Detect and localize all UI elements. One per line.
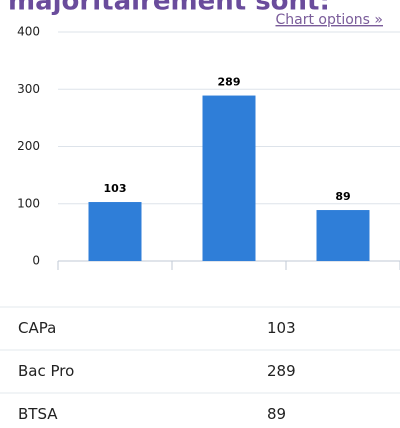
chart-options-link[interactable]: Chart options » [275, 12, 383, 28]
bar [88, 202, 142, 261]
y-tick-label: 0 [32, 254, 40, 268]
table-value: 103 [267, 319, 296, 337]
data-label: 289 [218, 76, 241, 89]
chart-title: majoritairement sont: [8, 0, 330, 17]
table-category: Bac Pro [18, 362, 74, 380]
y-tick-label: 100 [17, 196, 40, 210]
data-label: 89 [335, 190, 350, 203]
table-value: 89 [267, 405, 286, 423]
table-category: BTSA [18, 405, 58, 423]
y-tick-label: 200 [17, 139, 40, 153]
y-tick-label: 400 [17, 25, 40, 39]
y-tick-label: 300 [17, 82, 40, 96]
table-value: 289 [267, 362, 296, 380]
bar [316, 210, 370, 261]
data-label: 103 [104, 182, 127, 195]
table-category: CAPa [18, 319, 56, 337]
bar [202, 95, 256, 261]
